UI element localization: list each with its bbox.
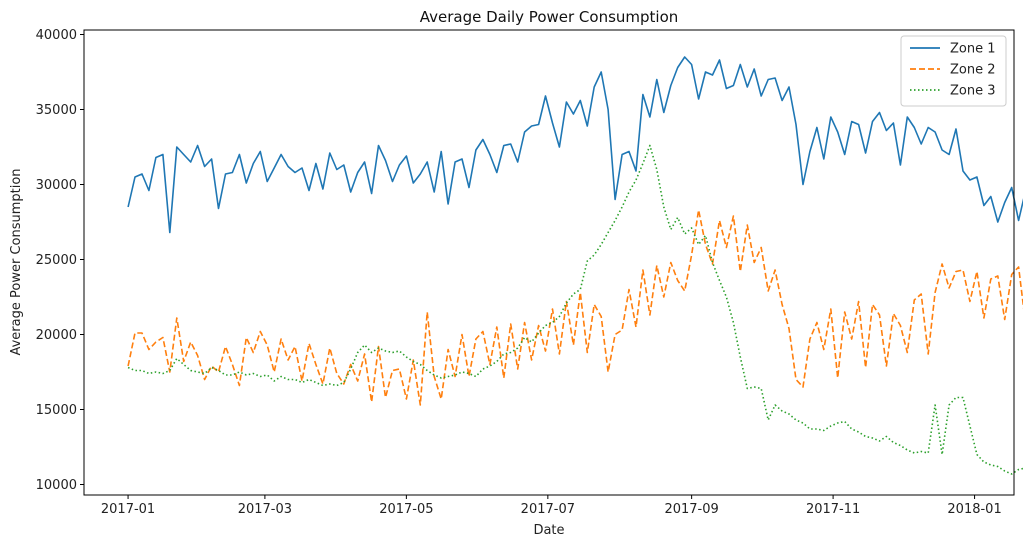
x-axis-label: Date: [533, 523, 564, 538]
y-tick-label: 35000: [36, 103, 77, 118]
series-line-zone-2: [127, 209, 1023, 406]
series-layer: [127, 56, 1023, 475]
x-axis: 2017-01 2017-03 2017-05 2017-07 2017-09 2017-…: [101, 495, 1002, 517]
chart-title: Average Daily Power Consumption: [420, 8, 679, 26]
plot-frame: [83, 29, 1015, 496]
x-tick-label: 2017-09: [664, 502, 718, 517]
x-tick-label: 2017-01: [101, 502, 155, 517]
y-tick-label: 20000: [36, 328, 77, 343]
x-tick-label: 2017-11: [806, 502, 860, 517]
legend-label-zone-3: Zone 3: [950, 84, 996, 99]
x-tick-label: 2017-03: [238, 502, 292, 517]
y-tick-label: 10000: [36, 478, 77, 493]
y-tick-label: 15000: [36, 403, 77, 418]
legend-label-zone-2: Zone 2: [950, 63, 996, 78]
x-tick-label: 2017-05: [379, 502, 433, 517]
legend-label-zone-1: Zone 1: [950, 42, 996, 57]
y-axis: 10000 15000 20000 25000 30000 35000 40000: [36, 28, 84, 493]
y-tick-label: 40000: [36, 28, 77, 43]
plot-background: [84, 30, 1014, 495]
y-tick-label: 25000: [36, 253, 77, 268]
x-tick-label: 2017-07: [521, 502, 575, 517]
x-tick-label: 2018-01: [947, 502, 1001, 517]
series-line-zone-1: [127, 56, 1023, 234]
legend-box: [900, 35, 1007, 107]
legend: Zone 1 Zone 2 Zone 3: [900, 35, 1007, 107]
y-tick-label: 30000: [36, 178, 77, 193]
y-axis-label: Average Power Consumption: [9, 168, 24, 355]
